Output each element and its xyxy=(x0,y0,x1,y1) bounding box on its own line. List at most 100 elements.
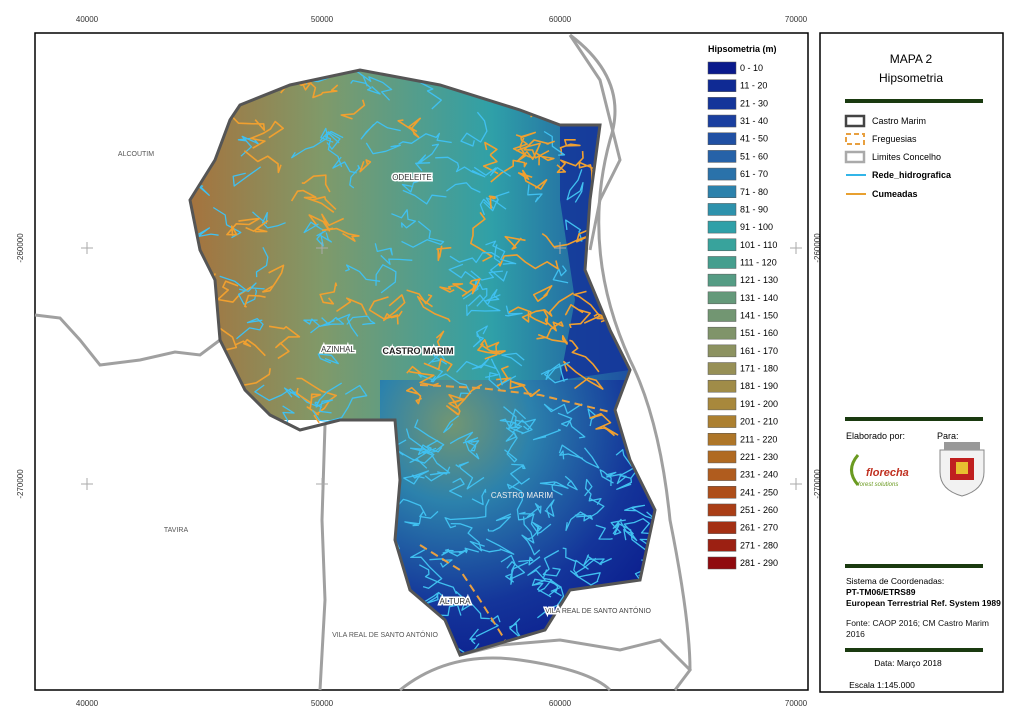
legend-swatch xyxy=(707,415,737,428)
grid-label: 70000 xyxy=(785,699,808,708)
ridge-line xyxy=(321,227,360,242)
panel-subtitle: Hipsometria xyxy=(879,71,943,85)
stream xyxy=(324,130,344,168)
stream xyxy=(508,618,523,640)
legend-swatch xyxy=(707,220,737,234)
stream xyxy=(332,156,357,174)
ridge-line xyxy=(250,120,284,149)
hypsometry xyxy=(190,70,655,655)
ridge-line xyxy=(564,304,591,329)
place-label: CASTRO MARIM xyxy=(491,491,554,500)
legend-label: 141 - 150 xyxy=(740,311,778,321)
ridge-line xyxy=(383,294,406,322)
stream xyxy=(252,211,286,229)
stream xyxy=(599,469,614,487)
ridge-line xyxy=(435,330,445,353)
ridge-line xyxy=(497,254,559,270)
stream xyxy=(527,184,543,203)
stream xyxy=(506,561,529,580)
stream xyxy=(303,221,327,237)
stream xyxy=(538,569,553,593)
stream xyxy=(291,127,334,159)
legend-swatch xyxy=(707,61,737,75)
stream xyxy=(566,169,584,203)
stream xyxy=(570,557,601,582)
legend-swatch xyxy=(707,362,737,375)
legend-swatch xyxy=(707,256,737,269)
legend-swatch xyxy=(707,114,737,128)
stream xyxy=(539,481,569,496)
stream xyxy=(380,254,413,265)
ridge-line xyxy=(406,365,439,387)
place-label: CASTRO MARIM xyxy=(383,346,454,356)
legend-label: 81 - 90 xyxy=(740,204,768,214)
municipal-limits xyxy=(34,34,692,692)
stream xyxy=(303,318,335,327)
legend-swatch xyxy=(707,150,737,163)
stream xyxy=(485,240,517,265)
stream xyxy=(401,220,445,248)
grid-label: 60000 xyxy=(549,15,572,24)
stream xyxy=(470,270,503,281)
legend-label: 201 - 210 xyxy=(740,417,778,427)
ridge-line xyxy=(490,159,528,183)
legend-label: 41 - 50 xyxy=(740,134,768,144)
ridge-line xyxy=(569,339,600,373)
ridge-line xyxy=(521,292,574,323)
legend-swatch xyxy=(707,79,737,92)
ridge-line xyxy=(262,264,285,293)
place-label: TAVIRA xyxy=(164,527,189,534)
ridge-line xyxy=(303,76,339,99)
legend-label: 281 - 290 xyxy=(740,558,778,568)
legend-label: 61 - 70 xyxy=(740,169,768,179)
castro-marim-boundary xyxy=(188,68,657,657)
ridge-line xyxy=(556,151,584,174)
legend-label: 11 - 20 xyxy=(740,81,767,91)
stream xyxy=(528,521,543,540)
place-label: ALCOUTIM xyxy=(118,151,154,158)
stream xyxy=(415,143,440,172)
place-label: AZINHAL xyxy=(321,345,355,354)
stream xyxy=(375,264,397,294)
parish-boundary xyxy=(419,544,506,641)
info-panel xyxy=(819,32,1004,693)
grid-label: 50000 xyxy=(311,15,334,24)
stream xyxy=(506,481,535,521)
stream xyxy=(504,426,521,463)
coat-of-arms xyxy=(939,442,985,497)
stream xyxy=(595,524,613,540)
stream xyxy=(456,358,497,373)
legend-label: 271 - 280 xyxy=(740,540,778,550)
stream xyxy=(467,288,501,307)
stream xyxy=(558,444,600,469)
crs-line: PT-TM06/ETRS89 xyxy=(846,587,916,597)
stream xyxy=(417,373,472,400)
ridge-line xyxy=(290,189,335,213)
stream xyxy=(544,363,568,384)
stream xyxy=(487,513,512,532)
ridge-line xyxy=(480,339,500,360)
ridge-line xyxy=(470,211,493,262)
stream xyxy=(254,384,300,402)
legend-swatch xyxy=(707,326,737,340)
stream xyxy=(360,121,401,140)
ridge-line xyxy=(504,235,526,250)
stream xyxy=(471,488,487,506)
stream xyxy=(493,364,517,386)
stream xyxy=(414,419,445,454)
stream xyxy=(427,353,444,383)
stream xyxy=(336,313,359,337)
stream xyxy=(418,564,457,595)
stream xyxy=(319,131,341,150)
legend-title: Hipsometria (m) xyxy=(708,44,777,54)
legend-label: 241 - 250 xyxy=(740,487,778,497)
stream xyxy=(409,447,451,476)
legend-label: 51 - 60 xyxy=(740,151,768,161)
stream xyxy=(359,73,393,101)
legend-swatch xyxy=(707,521,737,534)
grid-label: 60000 xyxy=(549,699,572,708)
parish-boundary xyxy=(419,384,611,413)
ridge-line xyxy=(559,139,581,155)
stream xyxy=(565,511,593,532)
